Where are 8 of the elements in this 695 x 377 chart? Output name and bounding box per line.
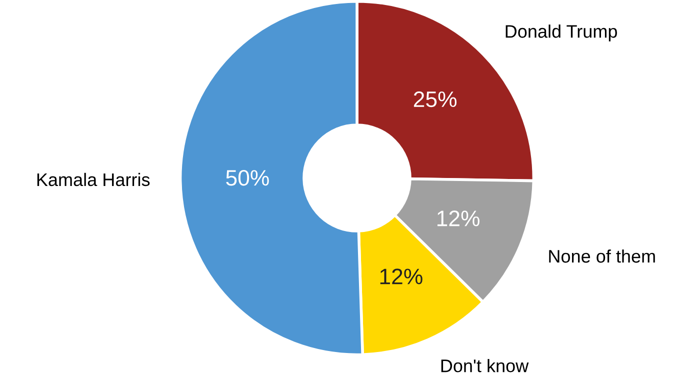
- slice-label: Don't know: [441, 358, 529, 372]
- data-label: 12%: [438, 210, 480, 226]
- slice-label: None of them: [549, 249, 655, 263]
- slice-label: Kamala Harris: [37, 172, 150, 186]
- data-label: 50%: [226, 170, 269, 186]
- data-label: 25%: [414, 91, 457, 108]
- slice-label: Donald Trump: [506, 24, 617, 42]
- data-label: 12%: [380, 268, 422, 284]
